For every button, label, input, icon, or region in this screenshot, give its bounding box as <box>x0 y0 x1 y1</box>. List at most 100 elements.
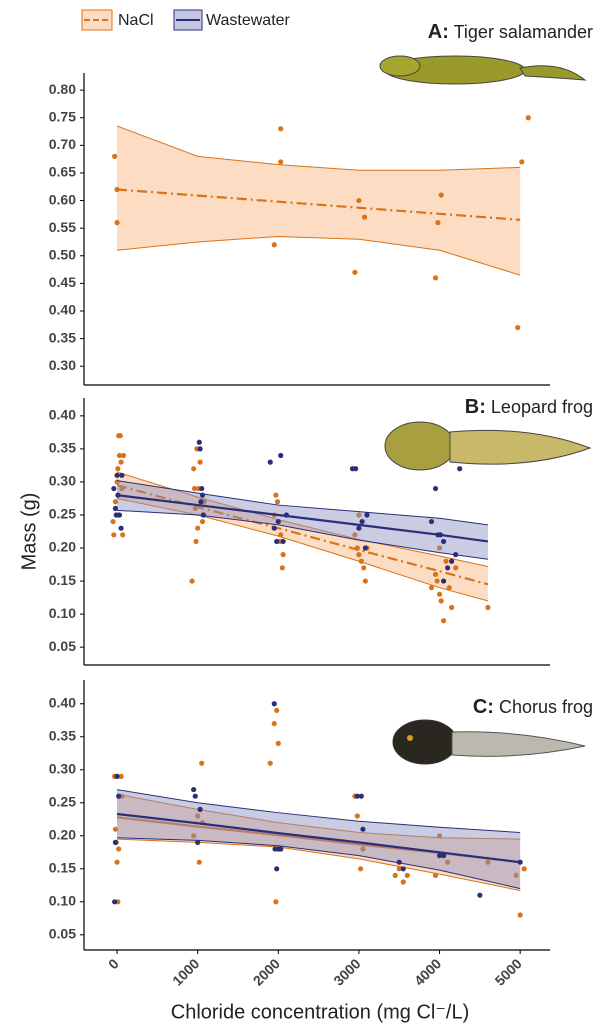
data-point <box>275 740 281 746</box>
data-point <box>120 452 127 459</box>
data-point <box>436 591 443 597</box>
data-point <box>356 197 362 204</box>
data-point <box>428 585 435 591</box>
data-point <box>274 499 281 505</box>
data-point <box>440 538 447 545</box>
data-point <box>278 126 284 132</box>
data-point <box>196 859 202 865</box>
data-point <box>361 214 368 220</box>
data-point <box>114 472 120 478</box>
data-point <box>200 512 206 518</box>
data-point <box>271 242 277 248</box>
fit-line <box>116 188 521 221</box>
fit-line <box>116 494 489 543</box>
data-point <box>400 879 406 885</box>
panel-title: C: Chorus frog <box>473 696 593 718</box>
x-tick-label: 2000 <box>250 955 283 988</box>
data-point <box>396 859 402 865</box>
data-point <box>428 518 435 525</box>
y-tick-label: 0.40 <box>49 407 76 423</box>
y-tick-label: 0.10 <box>49 893 76 909</box>
band-upper <box>116 480 488 526</box>
y-tick-label: 0.45 <box>49 274 76 290</box>
data-point <box>356 552 362 558</box>
data-point <box>197 806 203 812</box>
data-point <box>199 760 205 766</box>
data-point <box>362 545 368 551</box>
data-point <box>191 466 197 472</box>
data-point <box>116 846 122 852</box>
data-point <box>352 532 358 538</box>
salamander-illustration <box>379 55 587 85</box>
data-point <box>438 598 444 604</box>
data-point <box>275 518 281 525</box>
y-tick-label: 0.35 <box>49 440 76 456</box>
data-point <box>279 565 285 571</box>
data-point <box>435 220 441 226</box>
y-tick-label: 0.25 <box>49 506 76 522</box>
confidence-band <box>117 789 521 889</box>
data-point <box>525 115 531 121</box>
data-point <box>191 786 197 793</box>
y-tick-label: 0.80 <box>49 81 76 97</box>
panel-name: Tiger salamander <box>454 22 593 42</box>
data-point <box>392 872 398 879</box>
data-point <box>364 512 370 518</box>
data-point <box>436 833 443 839</box>
y-tick-label: 0.60 <box>49 191 76 207</box>
y-tick-label: 0.35 <box>49 727 76 743</box>
data-point <box>519 159 525 165</box>
y-tick-label: 0.65 <box>49 164 76 180</box>
data-point <box>434 578 440 584</box>
legend-label: Wastewater <box>206 12 291 29</box>
data-point <box>359 518 365 525</box>
data-point <box>436 852 443 859</box>
data-point <box>521 866 527 872</box>
confidence-band <box>117 480 488 560</box>
band-upper <box>116 125 521 171</box>
data-point <box>457 466 463 472</box>
band-lower <box>117 837 521 890</box>
data-point <box>400 866 406 872</box>
data-point <box>432 275 439 281</box>
y-tick-label: 0.50 <box>49 246 76 262</box>
data-point <box>354 813 360 819</box>
data-point <box>485 604 491 611</box>
data-point <box>114 859 120 865</box>
y-tick-label: 0.10 <box>49 605 76 621</box>
data-point <box>356 512 362 518</box>
y-tick-label: 0.20 <box>49 826 76 842</box>
data-point <box>118 773 124 779</box>
data-point <box>278 532 284 538</box>
data-point <box>356 525 362 531</box>
data-point <box>445 859 451 865</box>
y-tick-label: 0.75 <box>49 108 76 124</box>
data-point <box>118 525 124 531</box>
y-tick-label: 0.05 <box>49 926 76 942</box>
panel-name: Leopard frog <box>491 397 593 417</box>
x-tick-label: 5000 <box>492 955 525 988</box>
band-lower <box>117 838 521 892</box>
x-tick-label: 3000 <box>330 955 363 988</box>
data-point <box>485 859 491 865</box>
data-point <box>358 793 364 799</box>
data-point <box>199 518 206 525</box>
data-point <box>445 565 451 571</box>
panel-letter: C: <box>473 696 494 718</box>
data-point <box>280 552 286 558</box>
x-tick-label: 1000 <box>169 955 202 988</box>
y-tick-label: 0.30 <box>49 473 76 489</box>
data-point <box>196 439 202 445</box>
data-point <box>274 866 280 872</box>
data-point <box>112 899 118 905</box>
data-point <box>449 604 455 611</box>
data-point <box>112 499 119 505</box>
data-point <box>404 872 410 879</box>
data-point <box>111 485 117 492</box>
data-point <box>477 892 483 898</box>
data-point <box>453 565 459 571</box>
data-point <box>362 578 368 584</box>
data-point <box>396 866 402 872</box>
